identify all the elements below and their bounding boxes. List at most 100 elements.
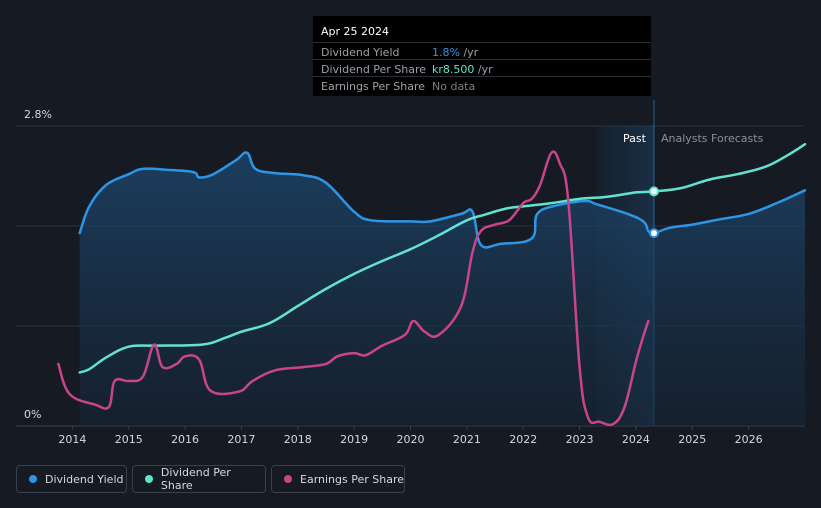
dividend-yield-point (460, 213, 462, 215)
tooltip-row-dividend-per-share: Dividend Per Share kr8.500 /yr (313, 59, 651, 77)
x-tick-label: 2023 (566, 433, 594, 446)
earnings-per-share-point (404, 334, 406, 336)
x-tick-label: 2017 (227, 433, 255, 446)
earnings-per-share-point (184, 355, 186, 357)
earnings-per-share-point (302, 366, 304, 368)
earnings-per-share-point (598, 421, 600, 423)
earnings-per-share-point (68, 393, 70, 395)
y-tick-label: 0% (24, 408, 41, 421)
earnings-per-share-point (412, 320, 414, 322)
dividend-per-share-point (787, 154, 789, 156)
legend-dot-icon (284, 475, 292, 483)
dividend-per-share-point (635, 191, 637, 193)
dividend-yield-point (409, 220, 411, 222)
x-tick-label: 2021 (453, 433, 481, 446)
earnings-per-share-point (623, 406, 625, 408)
earnings-per-share-point (161, 366, 163, 368)
legend-item-dividend-per-share[interactable]: Dividend Per Share (132, 465, 266, 493)
tooltip-label: Earnings Per Share (321, 80, 426, 93)
dividend-per-share-point (381, 260, 383, 262)
dividend-yield-point (105, 184, 107, 186)
earnings-per-share-point (578, 366, 580, 368)
dividend-per-share-point (680, 187, 682, 189)
earnings-per-share-point (353, 352, 355, 354)
tooltip: Apr 25 2024 Dividend Yield 1.8% /yr Divi… (313, 16, 651, 96)
earnings-per-share-point (550, 152, 552, 154)
earnings-per-share-point (108, 406, 110, 408)
earnings-per-share-point (175, 363, 177, 365)
x-tick-label: 2018 (284, 433, 312, 446)
legend-dot-icon (29, 475, 37, 483)
y-tick-label: 2.8% (24, 108, 52, 121)
earnings-per-share-point (539, 184, 541, 186)
dividend-yield-marker (648, 228, 659, 239)
earnings-per-share-point (522, 202, 524, 204)
x-tick-label: 2020 (397, 433, 425, 446)
dividend-per-share-point (105, 356, 107, 358)
earnings-per-share-point (198, 358, 200, 360)
dividend-yield-point (325, 182, 327, 184)
dividend-per-share-marker (648, 186, 659, 197)
dividend-yield-point (353, 211, 355, 213)
earnings-per-share-point (635, 361, 637, 363)
dividend-yield-point (78, 232, 80, 234)
earnings-per-share-point (460, 305, 462, 307)
dividend-per-share-point (736, 173, 738, 175)
dividend-per-share-point (409, 248, 411, 250)
dividend-per-share-point (268, 322, 270, 324)
dividend-yield-point (142, 168, 144, 170)
earnings-per-share-line (57, 150, 650, 427)
dividend-yield-point (198, 176, 200, 178)
x-tick-label: 2022 (509, 433, 537, 446)
dividend-per-share-point (128, 346, 130, 348)
dividend-yield-point (556, 204, 558, 206)
dividend-yield-point (536, 213, 538, 215)
legend-dot-icon (145, 475, 153, 483)
x-tick-label: 2024 (622, 433, 650, 446)
dividend-yield-point (499, 243, 501, 245)
dividend-per-share-point (325, 288, 327, 290)
earnings-per-share-point (252, 380, 254, 382)
dividend-yield-point (192, 171, 194, 173)
tooltip-value-wrap: No data (432, 80, 475, 93)
dividend-per-share-point (578, 198, 580, 200)
legend-item-earnings-per-share[interactable]: Earnings Per Share (271, 465, 405, 493)
x-tick-label: 2014 (58, 433, 86, 446)
dividend-yield-point (167, 169, 169, 171)
earnings-per-share-point (423, 331, 425, 333)
dividend-yield-point (128, 173, 130, 175)
dividend-yield-area (79, 152, 805, 426)
earnings-per-share-point (128, 380, 130, 382)
dividend-yield-point (429, 220, 431, 222)
earnings-per-share-point (471, 251, 473, 253)
dividend-yield-point (776, 202, 778, 204)
x-tick-label: 2015 (115, 433, 143, 446)
earnings-per-share-point (587, 416, 589, 418)
x-tick-label: 2016 (171, 433, 199, 446)
earnings-per-share-point (325, 363, 327, 365)
tooltip-row-dividend-yield: Dividend Yield 1.8% /yr (313, 42, 651, 60)
dividend-yield-point (471, 211, 473, 213)
legend-item-dividend-yield[interactable]: Dividend Yield (16, 465, 127, 493)
dividend-per-share-point (483, 214, 485, 216)
dividend-per-share-line (78, 142, 807, 374)
tooltip-row-earnings-per-share: Earnings Per Share No data (313, 76, 651, 94)
earnings-per-share-point (612, 423, 614, 425)
dividend-per-share-point (804, 143, 806, 145)
dividend-yield-point (629, 214, 631, 216)
dividend-yield-point (212, 173, 214, 175)
legend-label: Dividend Per Share (160, 466, 231, 492)
earnings-per-share-point (641, 337, 643, 339)
earnings-per-share-point (647, 320, 649, 322)
dividend-yield-point (246, 152, 248, 154)
tooltip-value-wrap: 1.8% /yr (432, 46, 478, 59)
tooltip-value: kr8.500 (432, 63, 475, 76)
dividend-yield-point (643, 221, 645, 223)
tooltip-unit: /yr (459, 46, 479, 59)
dividend-yield-point (719, 218, 721, 220)
dividend-yield-point (804, 189, 806, 191)
tooltip-label: Dividend Per Share (321, 63, 427, 76)
dividend-yield-point (88, 205, 90, 207)
earnings-per-share-point (530, 198, 532, 200)
earnings-per-share-point (237, 391, 239, 393)
